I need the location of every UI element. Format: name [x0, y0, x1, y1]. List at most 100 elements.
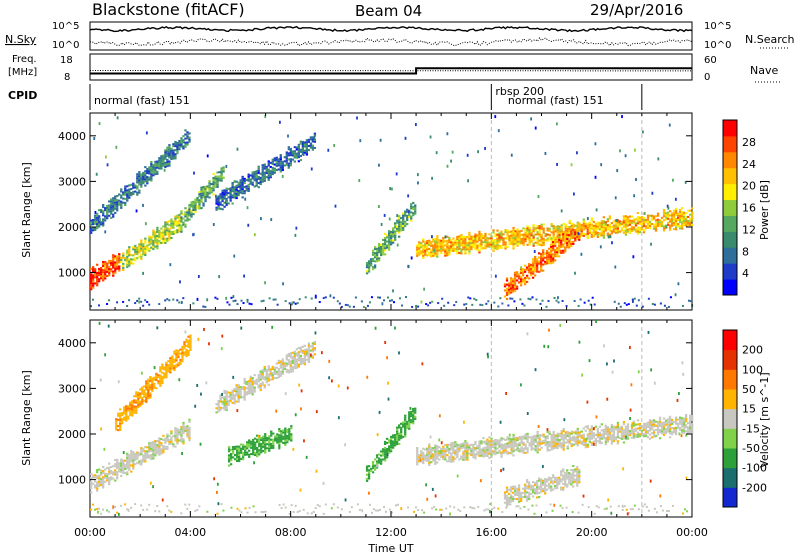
echo-cell [534, 233, 537, 236]
echo-cell [481, 304, 484, 307]
echo-cell [255, 180, 258, 183]
echo-cell [267, 174, 270, 177]
echo-cell [270, 444, 273, 447]
echo-cell [636, 435, 640, 438]
echo-cell [502, 233, 505, 236]
echo-cell [106, 466, 109, 470]
echo-cell [144, 237, 147, 240]
echo-cell [524, 229, 527, 232]
echo-cell [108, 274, 111, 277]
echo-cell [606, 436, 610, 439]
echo-cell [144, 454, 147, 457]
echo-cell [622, 223, 626, 226]
echo-cell [297, 143, 300, 146]
echo-cell [456, 250, 459, 253]
echo-cell [137, 403, 140, 407]
echo-cell [176, 141, 179, 144]
echo-cell [426, 246, 429, 249]
echo-cell [257, 165, 260, 168]
echo-cell [295, 354, 298, 357]
echo-cell [506, 450, 509, 453]
echo-cell [672, 209, 676, 212]
echo-cell [504, 451, 507, 454]
echo-cell [177, 351, 180, 355]
echo-cell [174, 439, 177, 442]
echo-cell [562, 251, 565, 254]
echo-cell [90, 280, 93, 283]
echo-cell [120, 190, 123, 193]
echo-cell [379, 247, 383, 250]
echo-cell [373, 256, 377, 259]
echo-cell [291, 152, 294, 155]
echo-cell [147, 384, 150, 387]
echo-cell [462, 242, 465, 245]
echo-cell [144, 460, 147, 463]
echo-cell [630, 221, 634, 224]
echo-cell [568, 440, 571, 443]
echo-cell [135, 399, 138, 402]
echo-cell [442, 455, 445, 459]
echo-cell [285, 159, 288, 162]
echo-cell [250, 452, 253, 456]
echo-cell [155, 387, 158, 390]
echo-cell [540, 225, 543, 228]
echo-cell [436, 447, 439, 450]
echo-cell [473, 297, 476, 300]
echo-cell [186, 133, 189, 136]
echo-cell [570, 226, 573, 229]
echo-cell [516, 437, 519, 440]
echo-cell [684, 212, 688, 215]
echo-cell [112, 270, 115, 273]
echo-cell [410, 256, 413, 260]
echo-cell [408, 413, 411, 416]
echo-cell [442, 247, 445, 250]
echo-cell [408, 411, 411, 414]
echo-cell [185, 344, 188, 347]
echo-cell [214, 179, 217, 182]
echo-cell [182, 147, 185, 150]
echo-cell [268, 445, 271, 448]
echo-cell [558, 233, 561, 236]
echo-cell [249, 178, 252, 181]
echo-cell [142, 178, 145, 181]
echo-cell [514, 236, 517, 239]
echo-cell [136, 246, 139, 249]
echo-cell [596, 221, 599, 224]
echo-cell [173, 364, 176, 367]
echo-cell [604, 221, 608, 224]
echo-cell [125, 413, 128, 416]
echo-cell [482, 236, 485, 240]
echo-cell [176, 216, 179, 219]
echo-cell [617, 302, 620, 305]
echo-cell [520, 436, 523, 439]
echo-cell [244, 447, 247, 450]
echo-cell [406, 218, 409, 222]
echo-cell [566, 227, 569, 230]
echo-cell [486, 440, 489, 443]
echo-cell [406, 422, 409, 425]
echo-cell [520, 229, 523, 232]
echo-cell [622, 225, 626, 228]
echo-cell [416, 461, 419, 464]
echo-cell [598, 226, 601, 229]
echo-cell [508, 443, 511, 446]
echo-cell [311, 148, 315, 151]
echo-cell [463, 303, 466, 306]
echo-cell [452, 247, 455, 250]
echo-cell [284, 443, 287, 447]
echo-cell [580, 436, 583, 439]
echo-cell [131, 410, 134, 413]
echo-cell [454, 247, 457, 250]
echo-cell [231, 186, 234, 189]
echo-cell [245, 387, 248, 390]
echo-cell [690, 217, 694, 220]
echo-cell [261, 174, 264, 177]
echo-cell [657, 157, 660, 161]
echo-cell [506, 442, 509, 445]
echo-cell [602, 222, 606, 225]
echo-cell [247, 380, 250, 383]
echo-cell [92, 270, 95, 273]
echo-cell [188, 212, 191, 215]
echo-cell [176, 434, 179, 437]
echo-cell [574, 438, 577, 441]
